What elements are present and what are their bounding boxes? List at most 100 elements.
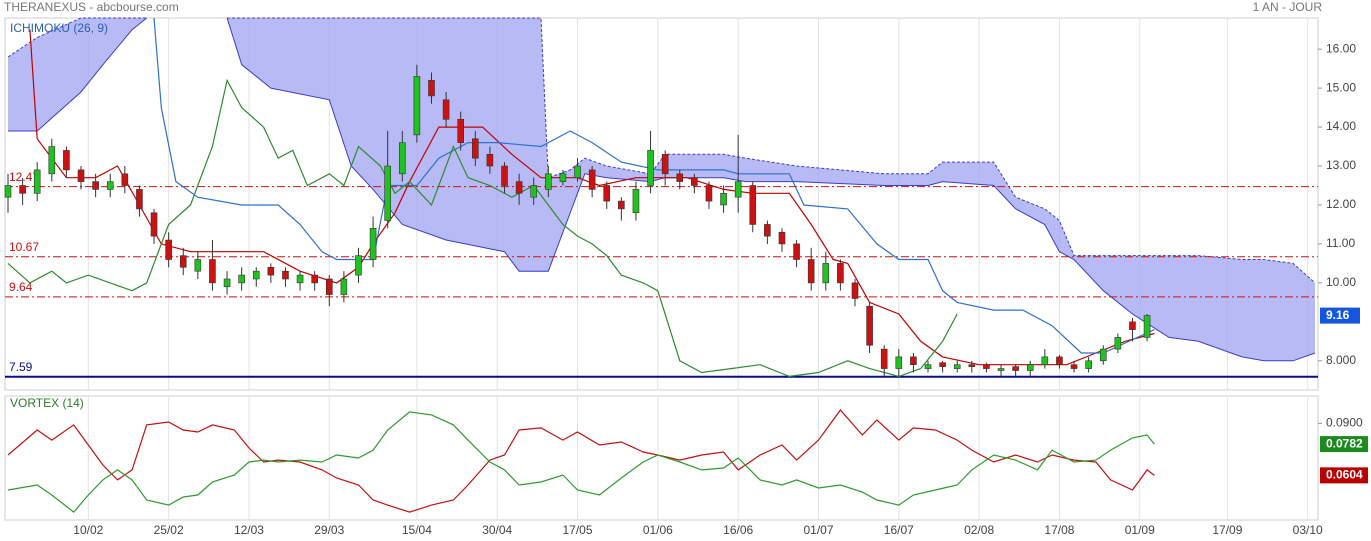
vortex-panel: [4, 395, 1319, 521]
candle-body: [807, 259, 815, 284]
level-label: 7.59: [9, 360, 33, 374]
candle-body: [588, 169, 596, 190]
y-tick-label: 8.000: [1326, 353, 1356, 367]
level-label: 10.67: [9, 240, 39, 254]
y-tick-label: 14.00: [1326, 119, 1356, 133]
candle-body: [428, 80, 435, 97]
candle-body: [968, 364, 976, 367]
x-tick-label: 01/09: [1125, 523, 1155, 537]
vortex-line: [7, 411, 1155, 513]
candle-body: [282, 270, 289, 280]
x-tick-label: 25/02: [154, 523, 184, 537]
candle-body: [106, 181, 114, 190]
candle-body: [1129, 321, 1136, 330]
value-tag-label: 0.0782: [1326, 436, 1363, 450]
candle-body: [311, 274, 318, 284]
candle-body: [48, 146, 56, 175]
candle-body: [457, 118, 465, 143]
candle-body: [63, 150, 70, 171]
cloud-span-a: [227, 17, 1316, 284]
indicator-line: [153, 17, 1155, 354]
candle-body: [895, 356, 903, 369]
y-tick-label: 0.0900: [1326, 416, 1363, 430]
x-tick-label: 17/08: [1044, 523, 1074, 537]
y-tick-label: 10.00: [1326, 275, 1356, 289]
value-tag-label: 0.0604: [1326, 468, 1363, 482]
candle-body: [19, 185, 26, 194]
candle-body: [4, 185, 12, 198]
candle-body: [150, 212, 158, 237]
axis-layer: 8.000 10.00 11.00 12.00 13.00 14.00 15.00 16.00…: [73, 41, 1368, 537]
candle-body: [194, 259, 202, 272]
candle-body: [618, 200, 625, 210]
y-tick-label: 15.00: [1326, 80, 1356, 94]
y-tick-label: 16.00: [1326, 41, 1356, 55]
candle-body: [165, 239, 172, 260]
value-tag: [1320, 436, 1368, 453]
x-tick-label: 30/04: [482, 523, 512, 537]
candle-body: [880, 348, 888, 369]
candle-body: [676, 173, 684, 182]
candle-body: [325, 278, 333, 295]
y-tick-label: 13.00: [1326, 158, 1356, 172]
candle-body: [33, 169, 41, 194]
cloud: [227, 18, 1316, 361]
cloud-span-b: [8, 17, 148, 132]
candle-body: [1056, 356, 1063, 365]
candle-body: [179, 255, 187, 268]
x-tick-label: 02/08: [964, 523, 994, 537]
vortex-layer: [7, 409, 1155, 513]
candle-body: [398, 142, 406, 175]
candle-body: [209, 259, 216, 284]
candle-body: [793, 243, 800, 260]
candle-body: [1070, 364, 1078, 369]
candle-body: [238, 274, 245, 284]
x-tick-label: 29/03: [314, 523, 344, 537]
candle-body: [545, 173, 552, 190]
x-tick-label: 01/07: [803, 523, 833, 537]
candle-body: [734, 181, 742, 198]
candle-body: [1099, 348, 1107, 362]
header-period: 1 AN - JOUR: [1253, 0, 1323, 14]
main-panel: [4, 17, 1319, 391]
candle-body: [939, 362, 946, 367]
candle-body: [501, 165, 508, 186]
candle-body: [413, 76, 421, 136]
candle-body: [837, 263, 844, 284]
candle-body: [136, 189, 143, 210]
candle-body: [705, 185, 713, 202]
candle-body: [661, 154, 669, 175]
candle-body: [559, 173, 567, 182]
candle-body: [691, 177, 698, 186]
candle-body: [866, 305, 873, 346]
value-tag: [1320, 467, 1368, 484]
candle-body: [515, 181, 523, 194]
candle-body: [267, 266, 275, 276]
vortex-title: VORTEX (14): [10, 396, 84, 410]
cloud-span-a: [7, 17, 147, 58]
candle-body: [223, 278, 231, 288]
header-title: THERANEXUS - abcbourse.com: [4, 0, 179, 14]
x-tick-label: 03/10: [1293, 523, 1323, 537]
x-tick-label: 01/06: [643, 523, 673, 537]
indicator-line: [7, 78, 958, 378]
candle-body: [1026, 364, 1034, 371]
candle-body: [749, 185, 757, 225]
x-tick-label: 17/09: [1212, 523, 1242, 537]
candle-body: [77, 169, 85, 182]
level-label: 9.64: [9, 280, 33, 294]
candle-body: [472, 138, 479, 159]
candle-body: [530, 185, 538, 198]
price-tag-label: 9.16: [1326, 308, 1350, 322]
candle-body: [851, 282, 859, 299]
candle-body: [647, 150, 654, 186]
y-tick-label: 11.00: [1326, 236, 1355, 250]
candle-body: [384, 165, 391, 221]
level-label: 12.47: [9, 170, 39, 184]
main-title: ICHIMOKU (26, 9): [10, 21, 108, 35]
candle-body: [983, 364, 990, 369]
cloud-span-b: [226, 17, 1316, 362]
candle-body: [603, 185, 611, 202]
candle-body: [910, 356, 917, 365]
